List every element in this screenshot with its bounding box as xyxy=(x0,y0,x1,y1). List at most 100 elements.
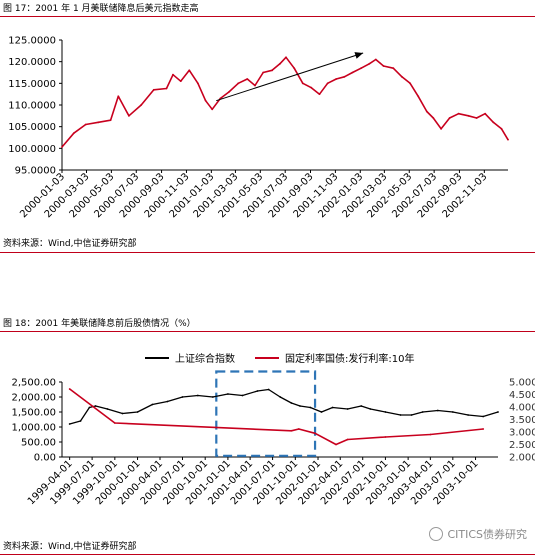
y-tick-label: 100.0000 xyxy=(8,144,56,155)
shanghai-index-point xyxy=(94,405,97,407)
shanghai-index-point xyxy=(88,406,91,409)
dollar-index-point xyxy=(196,82,199,85)
shanghai-index-point xyxy=(68,423,71,425)
figure-18-bottom-rule xyxy=(0,554,535,555)
shanghai-index-point xyxy=(482,415,485,418)
dollar-index-point xyxy=(360,67,363,70)
figure-17-title: 图 17：2001 年 1 月美联储降息后美元指数走高 xyxy=(3,4,199,14)
shanghai-index-point xyxy=(196,394,199,397)
shanghai-index-point xyxy=(267,388,270,391)
dollar-index-point xyxy=(484,112,487,115)
dollar-index-point xyxy=(211,108,214,111)
treasury-rate-point xyxy=(346,438,349,441)
dollar-index-point xyxy=(374,58,377,61)
trend-arrow-line xyxy=(216,52,364,102)
shanghai-index-point xyxy=(279,396,282,398)
shanghai-index-point xyxy=(360,405,363,407)
y-tick-label: 0.00 xyxy=(34,453,56,464)
dollar-index-point xyxy=(432,117,435,119)
dollar-index-point xyxy=(109,119,112,122)
highlight-dashed-box xyxy=(215,370,317,457)
dollar-index-point xyxy=(475,117,478,119)
shanghai-index-point xyxy=(346,408,349,410)
dollar-index-point xyxy=(246,78,249,80)
shanghai-index-point xyxy=(320,411,323,413)
treasury-rate-line xyxy=(69,388,484,446)
y-tick-label: 120.0000 xyxy=(8,57,56,68)
dollar-index-point xyxy=(507,138,509,141)
shanghai-index-point xyxy=(181,396,184,398)
shanghai-index-point xyxy=(299,405,301,407)
legend-label: 上证综合指数 xyxy=(175,352,235,365)
y-tick-label: 95.0000 xyxy=(15,166,56,177)
shanghai-index-line xyxy=(69,388,499,425)
legend-label: 固定利率国债:发行利率:10年 xyxy=(285,352,414,365)
dollar-index-point xyxy=(188,69,191,72)
y-tick-label: 105.0000 xyxy=(8,122,56,133)
figure-17-title-rule xyxy=(0,16,535,17)
dollar-index-point xyxy=(61,146,63,148)
treasury-rate-point xyxy=(297,428,300,430)
dollar-index-point xyxy=(351,71,354,74)
dollar-index-point xyxy=(401,75,403,78)
dollar-index-point xyxy=(382,65,385,67)
shanghai-index-point xyxy=(256,390,259,392)
dollar-index-point xyxy=(72,132,75,135)
x-tick-label: 2002-11-03 xyxy=(441,171,490,220)
y2-tick-label: 2.500 xyxy=(509,440,535,451)
y2-tick-label: 5.000 xyxy=(509,378,535,389)
dollar-index-point xyxy=(254,84,256,87)
y2-tick-label: 3.000 xyxy=(509,428,535,439)
treasury-rate-point xyxy=(113,422,116,424)
dollar-index-point xyxy=(152,88,155,91)
dollar-index-point xyxy=(417,95,420,98)
dollar-index-point xyxy=(262,71,265,74)
figure-17-bottom-rule xyxy=(0,252,535,253)
shanghai-index-point xyxy=(369,408,372,410)
shanghai-index-point xyxy=(410,414,413,416)
dollar-index-point xyxy=(448,117,451,119)
shanghai-index-point xyxy=(241,394,244,397)
dollar-index-point xyxy=(457,112,460,115)
dollar-index-line xyxy=(61,56,509,148)
dollar-index-point xyxy=(237,82,240,85)
figure-18-title: 图 18：2001 年美联储降息前后股债情况（%） xyxy=(3,319,196,329)
shanghai-index-point xyxy=(166,400,169,403)
dollar-index-point xyxy=(409,82,411,85)
dollar-index-point xyxy=(318,93,321,96)
shanghai-index-point xyxy=(309,406,312,409)
dollar-index-point xyxy=(117,95,120,98)
trend-arrow-head xyxy=(354,52,364,59)
dollar-index-point xyxy=(278,62,281,65)
treasury-rate-point xyxy=(384,436,387,438)
treasury-rate-point xyxy=(482,428,485,430)
dollar-index-point xyxy=(97,121,100,124)
stock-bond-chart: 上证综合指数 固定利率国债:发行利率:10年 2,500.00 2,000.00 1,5… xyxy=(11,352,535,507)
dollar-index-point xyxy=(227,91,230,93)
dollar-index-point xyxy=(310,86,313,89)
figure-18-title-rule xyxy=(0,331,535,332)
dollar-index-point xyxy=(293,67,296,70)
shanghai-index-point xyxy=(290,402,293,404)
shanghai-index-point xyxy=(421,411,424,413)
dollar-index-chart: 125.0000 120.0000 115.0000 110.0000 105.0000… xyxy=(8,36,509,220)
dollar-index-point xyxy=(492,121,495,124)
shanghai-index-point xyxy=(106,408,109,410)
dollar-index-point xyxy=(392,67,395,70)
shanghai-index-point xyxy=(399,414,402,416)
dollar-index-point xyxy=(343,75,346,78)
treasury-rate-point xyxy=(429,433,432,436)
shanghai-index-point xyxy=(384,411,387,413)
wechat-logo-icon xyxy=(429,527,444,541)
shanghai-index-point xyxy=(467,414,470,416)
y2-tick-label: 4.000 xyxy=(509,403,535,414)
y-tick-label: 1,500.00 xyxy=(11,408,56,419)
dollar-index-point xyxy=(335,78,338,80)
dollar-index-point xyxy=(440,127,442,130)
shanghai-index-point xyxy=(151,403,154,406)
dollar-index-point xyxy=(179,80,182,83)
y-tick-label: 2,000.00 xyxy=(11,393,56,404)
dollar-index-point xyxy=(172,73,174,76)
treasury-rate-point xyxy=(314,432,316,435)
shanghai-index-point xyxy=(79,420,82,422)
